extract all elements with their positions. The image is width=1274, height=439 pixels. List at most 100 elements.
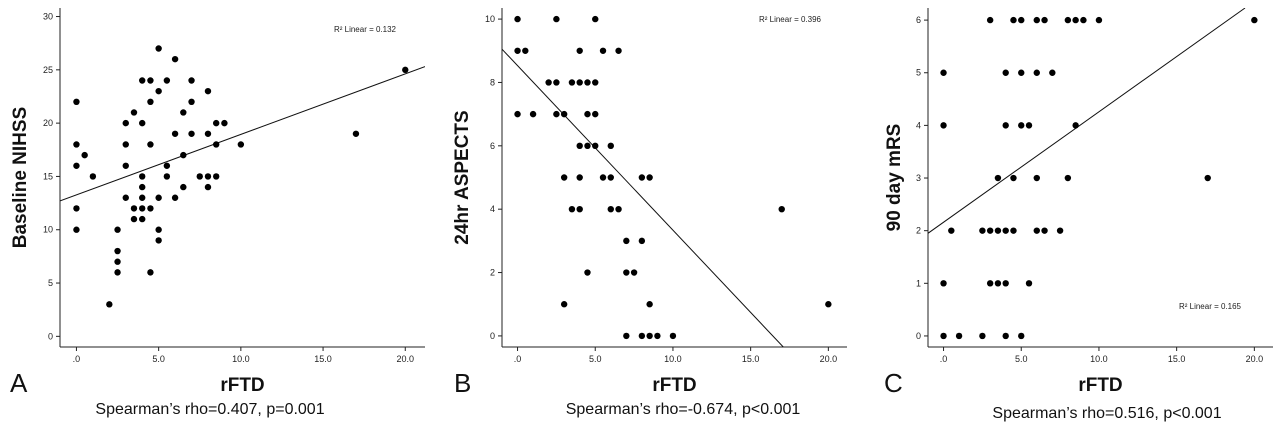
data-point	[514, 15, 521, 23]
data-point	[1049, 69, 1056, 76]
data-point	[584, 269, 591, 276]
data-point	[147, 98, 154, 106]
data-point	[114, 226, 121, 233]
data-point	[130, 215, 138, 223]
data-point	[1251, 16, 1258, 24]
data-point	[73, 205, 80, 212]
x-tick-label: 20.0	[820, 354, 838, 364]
y-tick-label: 2	[490, 268, 495, 278]
panel-letter: A	[10, 368, 28, 398]
data-point	[630, 269, 638, 276]
y-tick-label: 20	[43, 118, 53, 128]
y-tick-label: 30	[43, 12, 53, 22]
y-tick-label: 6	[916, 15, 921, 25]
y-axis-title: 90 day mRS	[884, 124, 905, 232]
caption: Spearman’s rho=-0.674, p<0.001	[566, 401, 801, 418]
data-point	[576, 47, 583, 54]
data-point	[584, 110, 591, 118]
panel-c: 0 1 2 3 4 5 6 .0 5.0 10.0 15.0 20.0 R² Linear = 0.16…	[884, 8, 1273, 422]
x-tick-label: .0	[73, 354, 81, 364]
data-point	[825, 301, 832, 308]
data-point	[979, 332, 986, 340]
data-point	[204, 183, 212, 191]
data-point	[623, 332, 630, 340]
data-point	[979, 227, 986, 234]
data-point	[212, 119, 220, 127]
r2-label: R² Linear = 0.132	[334, 25, 397, 34]
data-point	[654, 332, 661, 340]
data-point	[188, 130, 195, 137]
data-point	[139, 77, 146, 84]
data-point	[584, 79, 591, 86]
data-point	[568, 79, 576, 86]
data-point	[986, 16, 994, 24]
data-point	[514, 47, 521, 54]
data-point	[122, 162, 129, 169]
data-point	[1025, 280, 1033, 287]
data-point	[986, 280, 994, 287]
data-point	[1033, 69, 1040, 76]
data-point	[130, 109, 138, 116]
fit-line	[502, 48, 784, 347]
data-point	[514, 110, 521, 118]
data-point	[188, 77, 195, 84]
data-point	[646, 332, 653, 340]
data-point	[1002, 122, 1009, 129]
data-point	[940, 332, 947, 340]
data-point	[1002, 332, 1009, 340]
data-point	[940, 122, 947, 129]
x-tick-label: 20.0	[1246, 354, 1264, 364]
x-tick-label: 10.0	[664, 354, 682, 364]
data-point	[1204, 174, 1211, 182]
data-point	[130, 205, 138, 212]
data-point	[122, 141, 129, 148]
data-point	[81, 151, 88, 159]
y-axis-title: 24hr ASPECTS	[452, 110, 473, 244]
y-tick-label: 15	[43, 171, 53, 181]
data-point	[1072, 122, 1079, 129]
data-point	[646, 301, 653, 308]
data-point	[607, 205, 614, 213]
data-point	[147, 269, 154, 276]
data-point	[237, 141, 245, 148]
data-point	[204, 173, 212, 180]
data-point	[994, 227, 1002, 234]
data-point	[188, 98, 195, 106]
data-point	[615, 47, 622, 54]
data-point	[155, 45, 162, 52]
x-tick-label: 5.0	[1015, 354, 1028, 364]
data-point	[646, 174, 653, 181]
data-point	[139, 205, 146, 212]
y-tick-label: 0	[490, 331, 495, 341]
data-point	[1033, 174, 1040, 182]
y-tick-label: 0	[48, 331, 53, 341]
x-tick-label: .0	[940, 354, 948, 364]
x-tick-label: 10.0	[232, 354, 250, 364]
data-point	[402, 66, 409, 74]
y-tick-label: 6	[490, 141, 495, 151]
data-point	[1010, 174, 1017, 182]
data-point	[163, 173, 171, 180]
data-point	[147, 77, 154, 84]
data-point	[669, 332, 677, 340]
data-point	[1064, 174, 1072, 182]
data-point	[73, 226, 80, 233]
data-point	[560, 174, 568, 181]
data-point	[584, 142, 591, 150]
panel-letter: C	[884, 368, 903, 398]
data-point	[1018, 69, 1025, 76]
x-tick-label: 20.0	[397, 354, 415, 364]
data-point	[139, 215, 146, 223]
data-point	[147, 141, 154, 148]
caption: Spearman’s rho=0.516, p<0.001	[992, 405, 1221, 422]
data-point	[1080, 16, 1087, 24]
x-tick-label: 5.0	[589, 354, 602, 364]
data-point	[576, 142, 583, 150]
data-point	[114, 247, 121, 255]
data-point	[1002, 227, 1009, 234]
data-point	[155, 226, 162, 233]
data-point	[180, 151, 187, 159]
data-point	[560, 110, 568, 118]
